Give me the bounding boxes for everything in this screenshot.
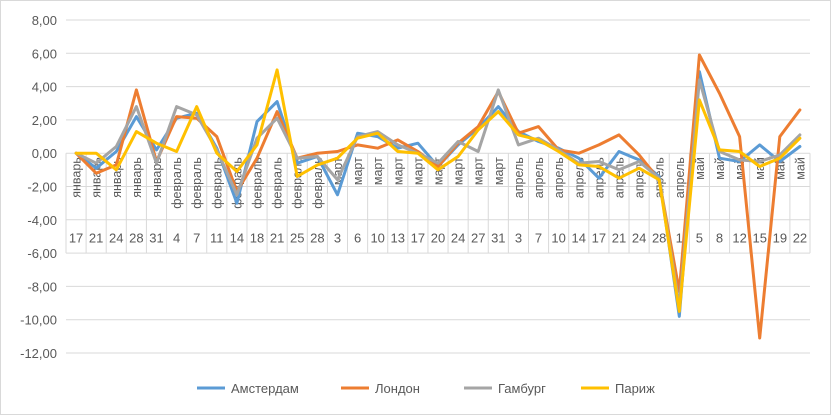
legend-label: Амстердам <box>231 381 299 396</box>
y-tick-label: -2,00 <box>27 180 57 195</box>
x-day-label: 6 <box>354 230 361 245</box>
x-month-label: январь <box>150 157 164 198</box>
x-month-label: февраль <box>291 157 305 209</box>
x-day-label: 10 <box>551 230 565 245</box>
x-day-label: 25 <box>290 230 304 245</box>
x-day-label: 20 <box>431 230 445 245</box>
x-month-label: апрель <box>532 157 546 198</box>
x-day-label: 24 <box>109 230 123 245</box>
x-month-label: февраль <box>311 157 325 209</box>
x-month-label: апрель <box>572 157 586 198</box>
x-month-label: май <box>793 157 807 180</box>
legend: Амстердам Лондон Гамбург Париж <box>197 381 655 396</box>
y-tick-label: 4,00 <box>32 80 57 95</box>
x-month-label: февраль <box>210 157 224 209</box>
y-tick-label: -8,00 <box>27 279 57 294</box>
x-day-label: 22 <box>793 230 807 245</box>
y-tick-label: -6,00 <box>27 246 57 261</box>
x-day-label: 15 <box>752 230 766 245</box>
x-day-label: 17 <box>69 230 83 245</box>
x-day-label: 10 <box>370 230 384 245</box>
y-tick-label: -12,00 <box>20 346 57 361</box>
legend-label: Париж <box>615 381 655 396</box>
x-day-label: 7 <box>535 230 542 245</box>
y-tick-label: -4,00 <box>27 213 57 228</box>
x-month-label: март <box>371 157 385 185</box>
x-day-label: 19 <box>773 230 787 245</box>
x-day-label: 31 <box>149 230 163 245</box>
x-day-label: 3 <box>334 230 341 245</box>
y-tick-label: 0,00 <box>32 146 57 161</box>
x-month-label: февраль <box>170 157 184 209</box>
x-month-label: январь <box>130 157 144 198</box>
y-tick-label: 6,00 <box>32 46 57 61</box>
x-day-label: 12 <box>732 230 746 245</box>
x-day-label: 28 <box>310 230 324 245</box>
x-month-label: март <box>391 157 405 185</box>
series-line-4 <box>74 68 802 313</box>
legend-label: Гамбург <box>498 381 546 396</box>
x-month-label: январь <box>70 157 84 198</box>
x-day-label: 28 <box>652 230 666 245</box>
x-day-label: 14 <box>572 230 586 245</box>
x-month-label: апрель <box>552 157 566 198</box>
x-day-label: 3 <box>515 230 522 245</box>
x-month-label: март <box>411 157 425 185</box>
x-day-label: 11 <box>210 230 224 245</box>
x-month-label: март <box>472 157 486 185</box>
x-day-label: 28 <box>129 230 143 245</box>
y-tick-label: -10,00 <box>20 313 57 328</box>
x-month-label: май <box>693 157 707 180</box>
x-day-label: 14 <box>230 230 244 245</box>
x-day-label: 21 <box>89 230 103 245</box>
x-month-label: апрель <box>512 157 526 198</box>
gridlines <box>65 19 811 354</box>
y-tick-label: 2,00 <box>32 113 57 128</box>
x-month-label: март <box>351 157 365 185</box>
x-month-label: апрель <box>633 157 647 198</box>
x-month-label: февраль <box>190 157 204 209</box>
y-tick-label: 8,00 <box>32 13 57 28</box>
x-day-label: 21 <box>612 230 626 245</box>
x-day-label: 18 <box>250 230 264 245</box>
x-day-label: 31 <box>491 230 505 245</box>
x-day-label: 21 <box>270 230 284 245</box>
x-day-label: 27 <box>471 230 485 245</box>
x-month-label: март <box>492 157 506 185</box>
x-day-label: 4 <box>173 230 180 245</box>
x-day-label: 1 <box>676 230 683 245</box>
x-day-label: 24 <box>451 230 465 245</box>
x-month-label: март <box>452 157 466 185</box>
x-day-label: 13 <box>391 230 405 245</box>
x-day-label: 7 <box>193 230 200 245</box>
x-month-label: февраль <box>251 157 265 209</box>
x-day-label: 8 <box>716 230 723 245</box>
y-axis-ticks: 8,00 6,00 4,00 2,00 0,00 -2,00 -4,00 -6,00 -8,00… <box>20 13 57 361</box>
series-lines <box>74 53 802 340</box>
x-day-label: 17 <box>592 230 606 245</box>
x-month-label: февраль <box>271 157 285 209</box>
x-month-label: апрель <box>673 157 687 198</box>
legend-label: Лондон <box>375 381 420 396</box>
x-month-label: май <box>713 157 727 180</box>
x-day-label: 24 <box>632 230 646 245</box>
x-day-label: 5 <box>696 230 703 245</box>
x-day-label: 17 <box>411 230 425 245</box>
